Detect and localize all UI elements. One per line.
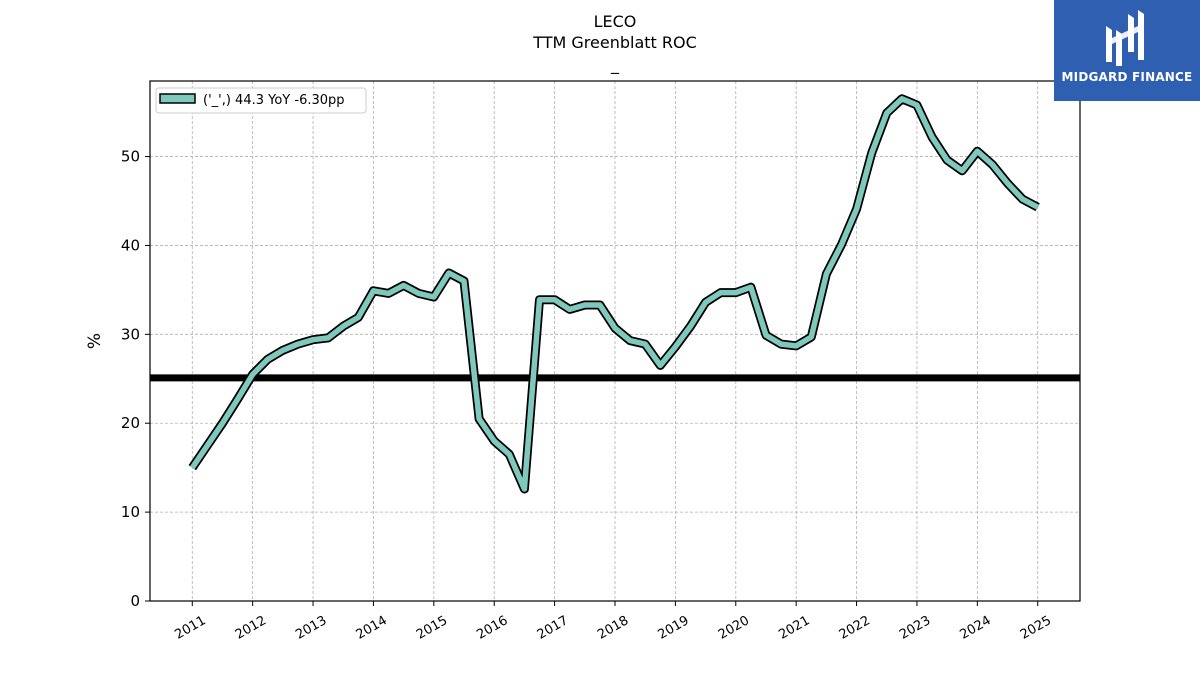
x-tick-label: 2016 bbox=[474, 613, 510, 643]
grid-layer bbox=[150, 81, 1080, 602]
y-tick-label: 50 bbox=[121, 148, 140, 166]
x-tick-label: 2022 bbox=[837, 613, 873, 643]
x-ticks: 2011 2012 2013 2014 2015 2016 2017 2018 2019 2020… bbox=[172, 601, 1054, 643]
x-tick-label: 2013 bbox=[293, 613, 329, 643]
x-tick-label: 2020 bbox=[716, 613, 752, 643]
legend: ('_',) 44.3 YoY -6.30pp bbox=[155, 87, 367, 114]
y-tick-label: 10 bbox=[121, 503, 140, 521]
y-tick-label: 0 bbox=[130, 592, 140, 610]
chart-title: LECO bbox=[594, 12, 637, 31]
series-layer bbox=[188, 94, 1040, 494]
logo-brand-text: MIDGARD FINANCE bbox=[1061, 70, 1193, 84]
legend-entry: ('_',) 44.3 YoY -6.30pp bbox=[203, 93, 345, 108]
x-tick-label: 2014 bbox=[354, 613, 390, 643]
y-ticks: 0 10 20 30 40 50 bbox=[121, 148, 150, 610]
y-tick-label: 20 bbox=[121, 414, 140, 432]
chart-subtitle: TTM Greenblatt ROC bbox=[532, 33, 697, 52]
logo-mark-icon bbox=[1106, 10, 1144, 66]
legend-swatch bbox=[159, 93, 196, 104]
x-tick-label: 2024 bbox=[958, 613, 994, 643]
x-tick-label: 2018 bbox=[595, 613, 631, 643]
x-tick-label: 2015 bbox=[414, 613, 450, 643]
x-tick-label: 2017 bbox=[535, 613, 571, 643]
legend-box bbox=[155, 87, 367, 114]
logo: MIDGARD FINANCE bbox=[1054, 0, 1200, 101]
x-tick-label: 2019 bbox=[656, 613, 692, 643]
series-line bbox=[190, 96, 1039, 492]
x-tick-label: 2023 bbox=[897, 613, 933, 643]
x-tick-label: 2011 bbox=[172, 613, 208, 643]
y-tick-label: 30 bbox=[121, 325, 140, 343]
y-tick-label: 40 bbox=[121, 236, 140, 254]
x-tick-label: 2012 bbox=[233, 613, 269, 643]
x-tick-label: 2025 bbox=[1018, 613, 1054, 643]
x-tick-label: 2021 bbox=[776, 613, 812, 643]
y-axis-label: % bbox=[85, 333, 105, 349]
chart-subtitle-2: _ bbox=[610, 55, 620, 75]
